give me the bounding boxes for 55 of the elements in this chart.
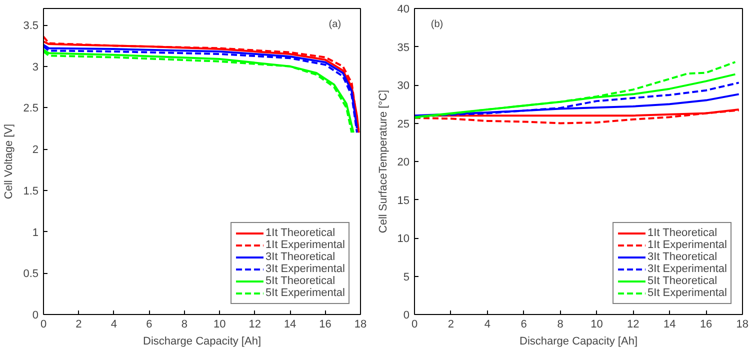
y-tick-label: 20: [397, 156, 410, 168]
x-tick-label: 4: [484, 318, 490, 330]
legend-label: 5It Theoretical: [648, 275, 718, 287]
annotation: (a): [328, 18, 342, 30]
legend-label: 1It Experimental: [266, 239, 345, 251]
x-tick-label: 2: [448, 318, 454, 330]
y-tick-label: 3.5: [23, 20, 39, 32]
y-tick-label: 1: [32, 226, 39, 239]
legend-label: 1It Theoretical: [648, 227, 718, 239]
x-tick-label: 16: [700, 318, 712, 330]
x-tick-label: 12: [248, 318, 261, 330]
legend-label: 5It Theoretical: [266, 275, 336, 287]
y-tick-label: 0: [403, 310, 410, 322]
x-tick-label: 4: [110, 318, 118, 330]
legend-label: 3It Experimental: [266, 263, 345, 275]
x-tick-label: 14: [663, 318, 676, 330]
legend-label: 1It Theoretical: [266, 227, 336, 239]
x-tick-label: 6: [520, 318, 527, 330]
y-tick-label: 30: [397, 80, 410, 92]
x-tick-label: 10: [213, 318, 226, 330]
x-tick-label: 12: [627, 318, 640, 330]
y-tick-label: 2.5: [23, 102, 39, 115]
x-tick-label: 18: [354, 318, 367, 330]
legend-label: 3It Experimental: [648, 263, 727, 275]
y-tick-label: 0.5: [23, 268, 39, 280]
x-tick-label: 0: [411, 318, 418, 330]
legend-label: 5It Experimental: [266, 287, 345, 299]
legend-label: 3It Theoretical: [648, 251, 718, 263]
legend-label: 1It Experimental: [648, 239, 727, 251]
x-tick-label: 6: [146, 318, 152, 330]
x-tick-label: 8: [181, 318, 188, 330]
y-axis-title: Cell SurfaceTemperature [°C]: [377, 90, 390, 234]
y-tick-label: 10: [397, 233, 410, 245]
y-tick-label: 35: [397, 42, 410, 54]
y-tick-label: 1.5: [23, 185, 39, 198]
y-tick-label: 2: [32, 144, 39, 156]
x-tick-label: 16: [319, 318, 332, 330]
legend-label: 3It Theoretical: [266, 251, 336, 263]
legend-label: 5It Experimental: [648, 287, 727, 299]
x-tick-label: 8: [557, 318, 564, 330]
y-tick-label: 40: [397, 4, 410, 16]
x-tick-label: 2: [76, 318, 82, 330]
y-tick-label: 25: [397, 118, 410, 130]
annotation: (b): [430, 18, 444, 30]
x-axis-title: Discharge Capacity [Ah]: [143, 336, 261, 348]
x-tick-label: 14: [284, 318, 296, 330]
x-tick-label: 10: [590, 318, 603, 330]
y-tick-label: 5: [403, 271, 410, 284]
y-tick-label: 0: [32, 310, 39, 322]
x-tick-label: 18: [736, 318, 749, 330]
y-tick-label: 3: [32, 61, 39, 74]
y-tick-label: 15: [397, 194, 410, 207]
x-tick-label: 0: [40, 318, 47, 330]
x-axis-title: Discharge Capacity [Ah]: [520, 336, 638, 348]
y-axis-title: Cell Voltage [V]: [3, 124, 16, 200]
